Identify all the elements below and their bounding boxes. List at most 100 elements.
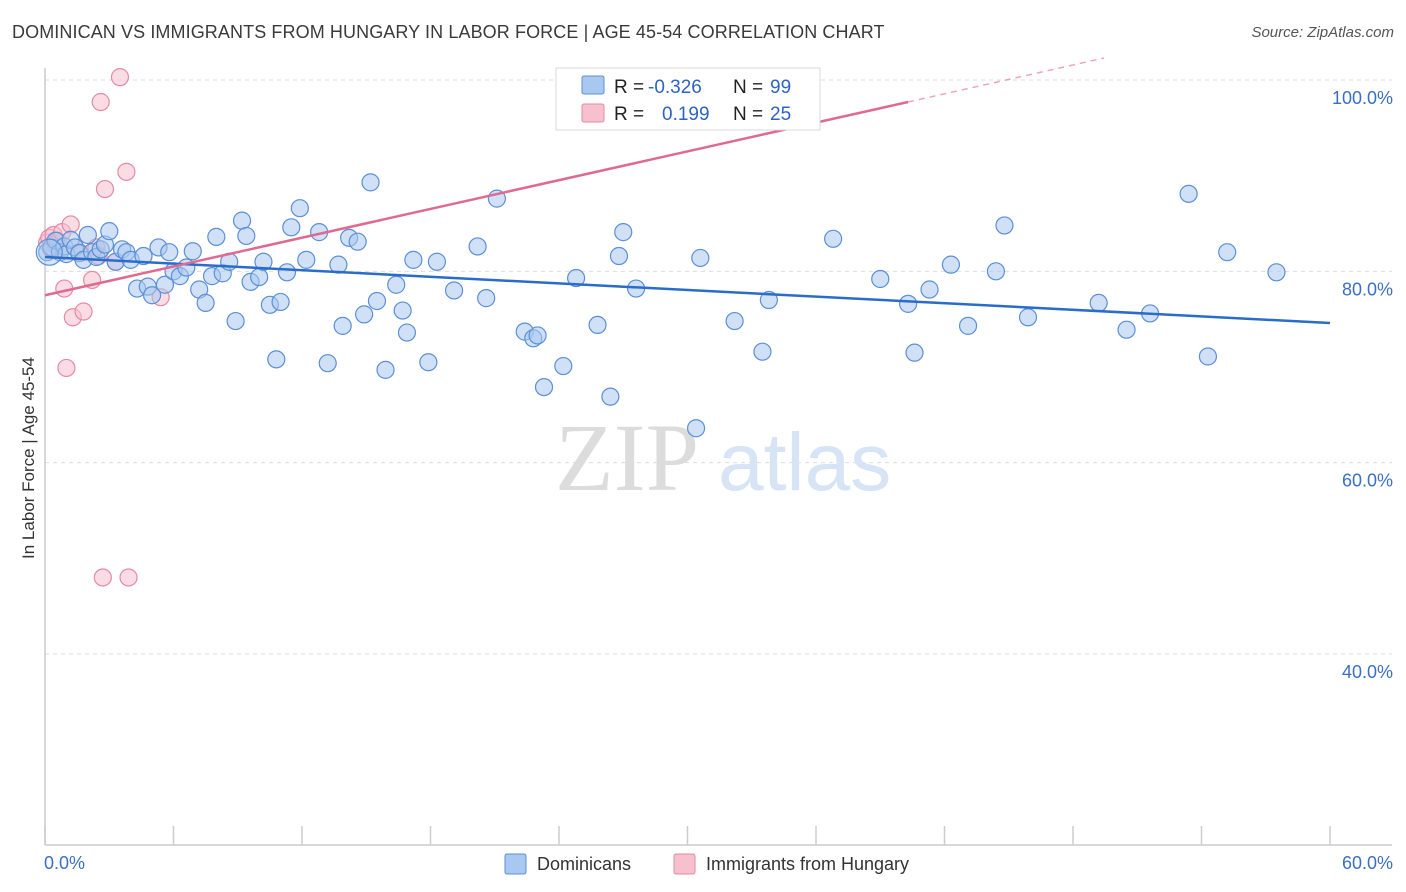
bottom-legend-swatch-dominicans [504, 853, 527, 875]
dominicans-point-96 [1089, 293, 1108, 313]
hungary-trend-extension [907, 57, 1105, 103]
dominicans-point-21 [134, 246, 153, 266]
dominicans-point-46 [277, 263, 297, 282]
dominicans-point-30 [183, 242, 202, 261]
watermark: ZIP atlas [555, 404, 891, 511]
hungary-trend-line [44, 100, 909, 297]
hungary-point-16 [91, 92, 110, 112]
bottom-legend-swatch-hungary [673, 853, 696, 875]
dominicans-point-95 [1018, 308, 1038, 327]
dominicans-point-100 [1198, 347, 1218, 366]
y-tick-label-100: 100.0% [1332, 88, 1393, 108]
dominicans-trend-line [44, 255, 1331, 325]
y-tick-label-80: 80.0% [1342, 279, 1393, 299]
dominicans-point-56 [355, 305, 374, 324]
legend-n-label-hungary: N = [733, 104, 763, 125]
legend-swatch-dominicans [581, 75, 605, 95]
dominicans-point-72 [528, 326, 547, 345]
legend-r-label-dominicans: R = [614, 77, 644, 98]
hungary-point-12 [74, 302, 93, 321]
dominicans-point-76 [588, 315, 607, 335]
dominicans-point-81 [686, 419, 706, 438]
dominicans-point-73 [534, 377, 554, 397]
dominicans-point-58 [367, 291, 387, 311]
dominicans-point-75 [567, 268, 586, 288]
legend-n-label-dominicans: N = [733, 77, 763, 98]
dominicans-point-78 [609, 246, 629, 266]
dominicans-point-89 [905, 343, 924, 362]
dominicans-point-77 [601, 387, 620, 406]
dominicans-point-53 [333, 316, 352, 335]
dominicans-point-87 [871, 269, 890, 289]
dominicans-point-23 [142, 286, 162, 305]
dominicans-point-48 [290, 199, 309, 218]
dominicans-point-39 [237, 226, 256, 246]
dominicans-point-42 [254, 252, 273, 271]
dominicans-point-64 [419, 353, 438, 372]
hungary-point-8 [57, 358, 76, 378]
hungary-point-22 [119, 568, 138, 587]
dominicans-point-34 [207, 227, 226, 246]
legend-n-value-hungary: 25 [770, 104, 791, 125]
y-tick-label-60: 60.0% [1342, 471, 1393, 491]
dominicans-point-101 [1218, 243, 1237, 262]
hungary-point-17 [93, 568, 112, 587]
y-tick-label-40: 40.0% [1342, 662, 1393, 682]
dominicans-point-88 [898, 294, 918, 313]
dominicans-point-62 [397, 323, 417, 342]
dominicans-point-91 [941, 255, 961, 274]
dominicans-point-45 [271, 292, 290, 312]
watermark-zip: ZIP [555, 404, 699, 511]
chart-title: DOMINICAN VS IMMIGRANTS FROM HUNGARY IN … [12, 22, 885, 42]
dominicans-point-60 [387, 275, 406, 294]
dominicans-cluster-point [35, 238, 63, 266]
dominicans-point-68 [477, 289, 496, 308]
dominicans-point-79 [614, 223, 633, 242]
dominicans-point-102 [1267, 263, 1286, 282]
dominicans-point-15 [100, 222, 119, 241]
dominicans-point-66 [444, 281, 464, 300]
hungary-point-21 [117, 162, 136, 181]
dominicans-point-85 [759, 290, 778, 310]
dominicans-point-25 [155, 275, 175, 294]
legend-r-value-hungary: 0.199 [662, 104, 710, 125]
dominicans-point-51 [318, 354, 337, 373]
source-credit: Source: ZipAtlas.com [1251, 24, 1394, 41]
bottom-legend-label-dominicans: Dominicans [537, 854, 631, 874]
tick-labels: 40.0% 60.0% 80.0% 100.0% 0.0% 60.0% [44, 88, 1393, 873]
y-axis-label: In Labor Force | Age 45-54 [19, 357, 38, 559]
hungary-point-18 [95, 179, 115, 199]
dominicans-point-32 [196, 293, 215, 313]
dominicans-point-47 [282, 218, 301, 237]
dominicans-point-57 [361, 173, 380, 192]
legend-r-value-dominicans: -0.326 [648, 77, 702, 98]
dominicans-point-38 [232, 211, 252, 230]
dominicans-point-84 [753, 342, 772, 361]
dominicans-point-65 [427, 252, 447, 271]
bottom-legend-label-hungary: Immigrants from Hungary [706, 854, 909, 874]
stats-legend: R = -0.326 N = 99 R = 0.199 N = 25 [555, 67, 821, 131]
dominicans-point-93 [986, 262, 1006, 281]
dominicans-point-90 [920, 280, 939, 299]
axes [44, 68, 1392, 846]
watermark-atlas: atlas [718, 417, 891, 508]
dominicans-point-83 [725, 311, 744, 331]
dominicans-point-10 [78, 225, 97, 245]
dominicans-point-99 [1179, 184, 1198, 203]
x-tick-label-60: 60.0% [1342, 853, 1393, 873]
dominicans-point-82 [691, 248, 710, 268]
hungary-point-9 [61, 215, 80, 234]
dominicans-point-86 [824, 229, 843, 248]
dominicans-point-49 [297, 250, 316, 269]
series-legend: Dominicans Immigrants from Hungary [504, 853, 909, 875]
dominicans-point-61 [393, 301, 412, 320]
dominicans-point-44 [267, 350, 286, 369]
legend-swatch-hungary [581, 103, 605, 123]
dominicans-point-55 [348, 232, 367, 251]
dominicans-point-63 [404, 250, 423, 269]
dominicans-point-97 [1117, 320, 1136, 339]
grid-lines [45, 79, 1392, 655]
dominicans-point-67 [468, 237, 487, 256]
trend-lines [44, 57, 1331, 325]
